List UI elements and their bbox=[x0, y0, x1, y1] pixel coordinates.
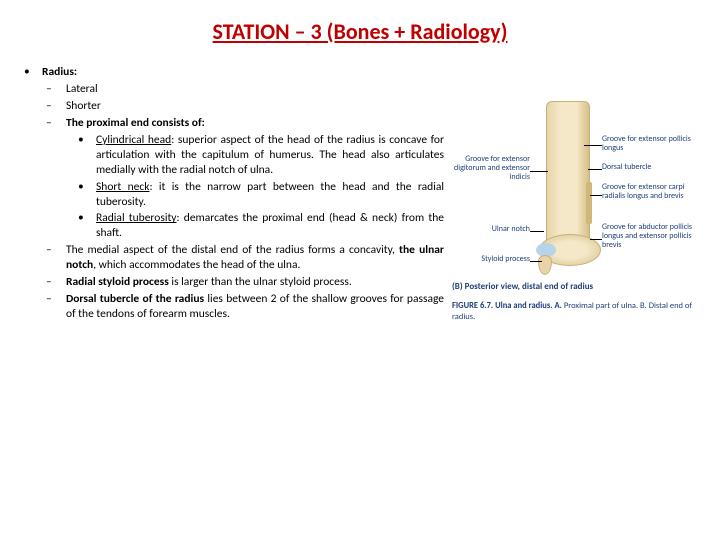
bullet-dot: • bbox=[24, 65, 32, 80]
medial-aspect: The medial aspect of the distal end of t… bbox=[66, 243, 444, 273]
styloid-shape bbox=[538, 255, 552, 275]
anatomy-figure: Groove for extensor digitorum and extens… bbox=[452, 95, 702, 295]
list-item: – Dorsal tubercle of the radius lies bet… bbox=[46, 292, 444, 322]
list-item: – Radial styloid process is larger than … bbox=[46, 275, 444, 290]
radius-heading: Radius: bbox=[42, 65, 77, 80]
dot-icon: • bbox=[78, 180, 86, 210]
leader-line bbox=[530, 171, 548, 172]
label-right-4: Groove for abductor pollicis longus and … bbox=[602, 223, 698, 249]
leader-line bbox=[588, 169, 602, 170]
text-post: , which accommodates the head of the uln… bbox=[93, 258, 300, 272]
radial-tuberosity: Radial tuberosity: demarcates the proxim… bbox=[96, 211, 444, 241]
label-left-2: Ulnar notch bbox=[474, 225, 530, 234]
view-label: (B) Posterior view, distal end of radius bbox=[452, 281, 593, 292]
dash-icon: – bbox=[46, 116, 54, 131]
text-bold: Radial styloid process bbox=[66, 275, 169, 289]
list-item: – Lateral bbox=[46, 82, 444, 97]
item-shorter: Shorter bbox=[66, 99, 444, 114]
term: Cylindrical head bbox=[96, 133, 171, 147]
label-right-2: Dorsal tubercle bbox=[602, 163, 698, 172]
item-lateral: Lateral bbox=[66, 82, 444, 97]
content-area: • Radius: – Lateral – Shorter – The prox… bbox=[0, 65, 720, 324]
text-bold: Dorsal tubercle of the radius bbox=[66, 292, 204, 306]
dash-icon: – bbox=[46, 275, 54, 290]
dash-icon: – bbox=[46, 292, 54, 322]
sublist-item: • Short neck: it is the narrow part betw… bbox=[78, 180, 444, 210]
text-post: is larger than the ulnar styloid process… bbox=[169, 275, 352, 289]
sublist-item: • Radial tuberosity: demarcates the prox… bbox=[78, 211, 444, 241]
leader-line bbox=[590, 239, 602, 240]
dot-icon: • bbox=[78, 133, 86, 178]
text-pre: The medial aspect of the distal end of t… bbox=[66, 243, 399, 257]
dot-icon: • bbox=[78, 211, 86, 241]
label-right-3: Groove for extensor carpi radialis longu… bbox=[602, 183, 698, 201]
cylindrical-head: Cylindrical head: superior aspect of the… bbox=[96, 133, 444, 178]
dorsal-tubercle: Dorsal tubercle of the radius lies betwe… bbox=[66, 292, 444, 322]
styloid-process: Radial styloid process is larger than th… bbox=[66, 275, 444, 290]
outer-bullet: • Radius: bbox=[24, 65, 444, 80]
label-left-1: Groove for extensor digitorum and extens… bbox=[452, 155, 530, 181]
page-title: STATION – 3 (Bones + Radiology) bbox=[0, 0, 720, 65]
leader-line bbox=[584, 145, 602, 146]
list-item: – The proximal end consists of: bbox=[46, 116, 444, 131]
label-right-1: Groove for extensor pollicis longus bbox=[602, 135, 698, 153]
term-body: : it is the narrow part between the head… bbox=[96, 180, 444, 209]
sublist-item: • Cylindrical head: superior aspect of t… bbox=[78, 133, 444, 178]
label-left-3: Styloid process bbox=[466, 255, 530, 264]
leader-line bbox=[530, 231, 544, 232]
text-column: • Radius: – Lateral – Shorter – The prox… bbox=[24, 65, 444, 324]
caption-fignum: FIGURE 6.7. Ulna and radius. A. bbox=[452, 301, 562, 311]
leader-line bbox=[590, 195, 602, 196]
item-proximal: The proximal end consists of: bbox=[66, 116, 444, 131]
short-neck: Short neck: it is the narrow part betwee… bbox=[96, 180, 444, 210]
leader-line bbox=[530, 261, 542, 262]
term: Radial tuberosity bbox=[96, 211, 177, 225]
dash-icon: – bbox=[46, 99, 54, 114]
list-item: – Shorter bbox=[46, 99, 444, 114]
list-item: – The medial aspect of the distal end of… bbox=[46, 243, 444, 273]
figure-caption: FIGURE 6.7. Ulna and radius. A. Proximal… bbox=[452, 301, 704, 323]
term: Short neck bbox=[96, 180, 149, 194]
dash-icon: – bbox=[46, 243, 54, 273]
radius-bone-shape bbox=[546, 101, 590, 261]
figure-column: Groove for extensor digitorum and extens… bbox=[444, 65, 704, 324]
dash-icon: – bbox=[46, 82, 54, 97]
